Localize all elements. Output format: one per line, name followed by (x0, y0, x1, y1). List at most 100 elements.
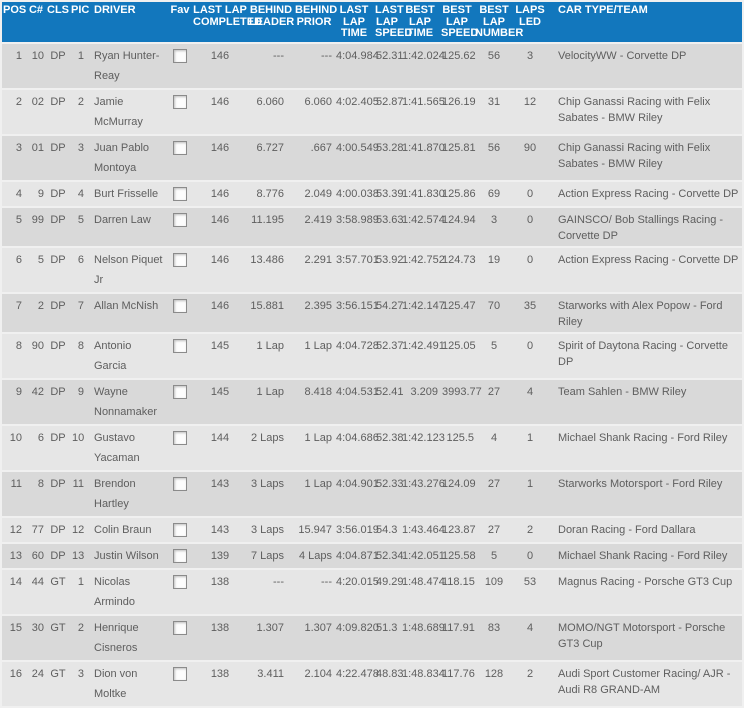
fav-checkbox[interactable] (173, 212, 187, 227)
cell-behind-leader: 15.881 (248, 293, 294, 332)
cell-pic: 3 (70, 135, 88, 180)
cell-last-lap-completed: 146 (192, 135, 248, 180)
cell-fav (168, 615, 192, 660)
cell-pic: 10 (70, 425, 88, 470)
table-row: 13 60 DP 13 Justin Wilson 139 7 Laps 4 Laps 4:04… (2, 543, 742, 568)
cell-best-lap-number: 5 (474, 333, 514, 378)
cell-pos: 3 (2, 135, 26, 180)
cell-driver: Darren Law (88, 207, 168, 246)
cell-best-lap-speed: 125.58 (440, 543, 476, 568)
cell-best-lap-speed: 3993.77 (440, 379, 482, 424)
fav-checkbox[interactable] (173, 48, 187, 63)
cell-cls: DP (46, 517, 70, 542)
cell-behind-prior: 15.947 (294, 517, 334, 542)
cell-pic: 13 (70, 543, 88, 568)
cell-pos: 9 (2, 379, 26, 424)
cell-last-lap-completed: 145 (192, 333, 248, 378)
cell-last-lap-completed: 146 (192, 207, 248, 246)
cell-team: Audi Sport Customer Racing/ AJR - Audi R… (546, 661, 742, 706)
cell-best-lap-time: 1:42.123 (400, 425, 445, 470)
cell-best-lap-time: 1:48.834 (400, 661, 445, 706)
cell-car-number: 5 (26, 247, 46, 292)
cell-best-lap-speed: 125.5 (440, 425, 474, 470)
cell-car-number: 9 (26, 181, 46, 206)
cell-laps-led: 0 (514, 247, 546, 292)
fav-checkbox[interactable] (173, 620, 187, 635)
cell-pic: 1 (70, 569, 88, 614)
cell-laps-led: 2 (514, 517, 546, 542)
fav-checkbox[interactable] (173, 298, 187, 313)
cell-best-lap-speed: 125.62 (440, 43, 476, 88)
cell-behind-prior: 1 Lap (294, 333, 334, 378)
fav-checkbox[interactable] (173, 252, 187, 267)
cell-last-lap-completed: 138 (192, 661, 248, 706)
cell-cls: GT (46, 615, 70, 660)
cell-behind-prior: --- (294, 43, 334, 88)
timing-table-body: 1 10 DP 1 Ryan Hunter-Reay 146 --- --- 4:04.984 5… (2, 43, 742, 706)
cell-team: Starworks Motorsport - Ford Riley (546, 471, 742, 516)
cell-best-lap-number: 56 (474, 43, 514, 88)
table-header: POS C# CLS PIC DRIVER Fav LAST LAP COMPL… (2, 2, 742, 42)
fav-checkbox[interactable] (173, 476, 187, 491)
cell-car-number: 10 (26, 43, 46, 88)
fav-checkbox[interactable] (173, 666, 187, 681)
cell-last-lap-time: 4:04.984 (334, 43, 379, 88)
cell-last-lap-speed: 52.37 (374, 333, 404, 378)
fav-checkbox[interactable] (173, 522, 187, 537)
cell-cls: DP (46, 333, 70, 378)
cell-pic: 2 (70, 615, 88, 660)
cell-fav (168, 471, 192, 516)
cell-behind-prior: 1 Lap (294, 471, 334, 516)
cell-last-lap-time: 4:00.549 (334, 135, 379, 180)
cell-fav (168, 517, 192, 542)
fav-checkbox[interactable] (173, 94, 187, 109)
cell-best-lap-speed: 125.05 (440, 333, 476, 378)
cell-last-lap-completed: 144 (192, 425, 248, 470)
fav-checkbox[interactable] (173, 384, 187, 399)
cell-fav (168, 135, 192, 180)
fav-checkbox[interactable] (173, 140, 187, 155)
cell-best-lap-speed: 124.94 (440, 207, 476, 246)
cell-best-lap-time: 1:42.491 (400, 333, 445, 378)
fav-checkbox[interactable] (173, 338, 187, 353)
cell-driver: Antonio Garcia (88, 333, 168, 378)
cell-fav (168, 425, 192, 470)
cell-driver: Burt Frisselle (88, 181, 168, 206)
cell-best-lap-speed: 126.19 (440, 89, 476, 134)
cell-fav (168, 89, 192, 134)
cell-last-lap-completed: 143 (192, 517, 248, 542)
cell-driver: Wayne Nonnamaker (88, 379, 168, 424)
fav-checkbox[interactable] (173, 548, 187, 563)
column-header-driver: DRIVER (88, 2, 168, 42)
cell-behind-leader: 3.411 (248, 661, 294, 706)
column-header-best-lap-speed: BEST LAP SPEED (440, 2, 478, 42)
cell-team: GAINSCO/ Bob Stallings Racing - Corvette… (546, 207, 742, 246)
cell-cls: DP (46, 135, 70, 180)
cell-best-lap-time: 1:41.565 (400, 89, 445, 134)
column-header-best-lap-time: BEST LAP TIME (400, 2, 440, 42)
cell-last-lap-speed: 52.34 (374, 543, 404, 568)
cell-fav (168, 379, 192, 424)
cell-behind-prior: .667 (294, 135, 334, 180)
cell-last-lap-time: 3:56.151 (334, 293, 379, 332)
fav-checkbox[interactable] (173, 186, 187, 201)
column-header-last-lap-time: LAST LAP TIME (334, 2, 374, 42)
column-header-best-lap-number: BEST LAP NUMBER (474, 2, 523, 42)
cell-cls: DP (46, 89, 70, 134)
fav-checkbox[interactable] (173, 430, 187, 445)
cell-team: Doran Racing - Ford Dallara (546, 517, 742, 542)
fav-checkbox[interactable] (173, 574, 187, 589)
column-header-behind-prior: BEHIND PRIOR (294, 2, 337, 42)
cell-behind-leader: 7 Laps (248, 543, 294, 568)
cell-cls: DP (46, 207, 70, 246)
cell-last-lap-completed: 146 (192, 247, 248, 292)
cell-pic: 4 (70, 181, 88, 206)
cell-best-lap-speed: 124.09 (440, 471, 476, 516)
cell-behind-leader: --- (248, 569, 294, 614)
cell-laps-led: 0 (514, 333, 546, 378)
cell-laps-led: 0 (514, 207, 546, 246)
cell-pos: 13 (2, 543, 26, 568)
cell-pic: 11 (70, 471, 88, 516)
cell-best-lap-number: 27 (474, 471, 514, 516)
cell-cls: DP (46, 247, 70, 292)
